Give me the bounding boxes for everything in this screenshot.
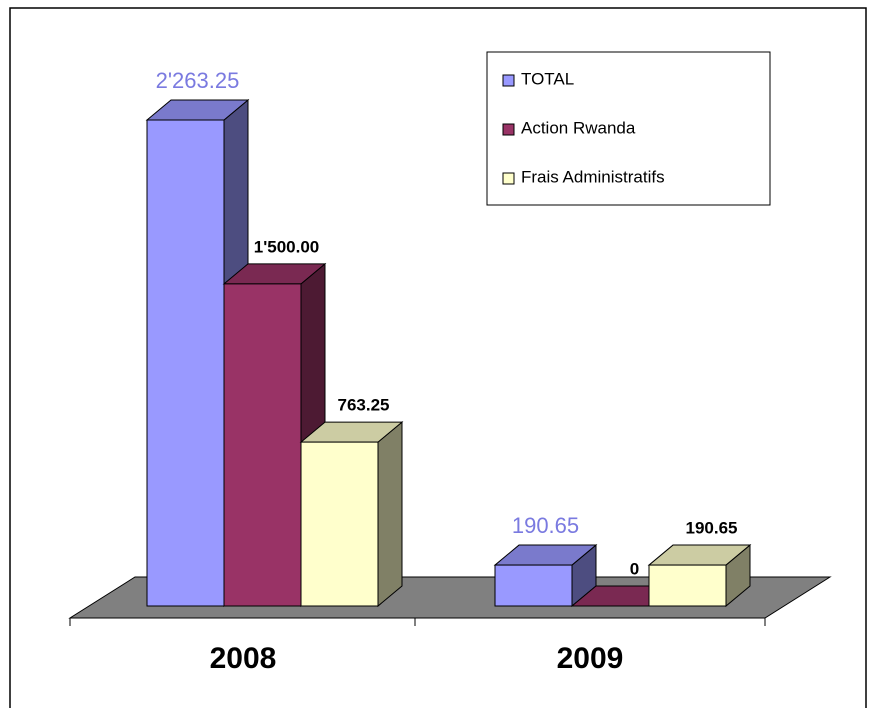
legend-label: TOTAL xyxy=(521,69,574,88)
data-label: 763.25 xyxy=(338,396,390,415)
bar-side xyxy=(377,421,403,608)
bar xyxy=(300,441,379,607)
bar xyxy=(648,564,727,607)
legend-label: Action Rwanda xyxy=(521,118,636,137)
legend-swatch xyxy=(502,74,515,87)
legend-swatch xyxy=(502,123,515,136)
legend-label: Frais Administratifs xyxy=(521,167,665,186)
data-label: 0 xyxy=(630,559,639,578)
data-label: 2'263.25 xyxy=(156,68,240,93)
x-tick-label: 2009 xyxy=(557,642,624,675)
bar xyxy=(494,564,573,607)
bar xyxy=(223,283,302,607)
data-label: 190.65 xyxy=(512,513,579,538)
legend-swatch xyxy=(502,172,515,185)
x-tick-label: 2008 xyxy=(210,642,277,675)
data-label: 1'500.00 xyxy=(254,237,320,256)
bar xyxy=(146,119,225,607)
data-label: 190.65 xyxy=(686,519,738,538)
legend-box xyxy=(486,51,771,206)
